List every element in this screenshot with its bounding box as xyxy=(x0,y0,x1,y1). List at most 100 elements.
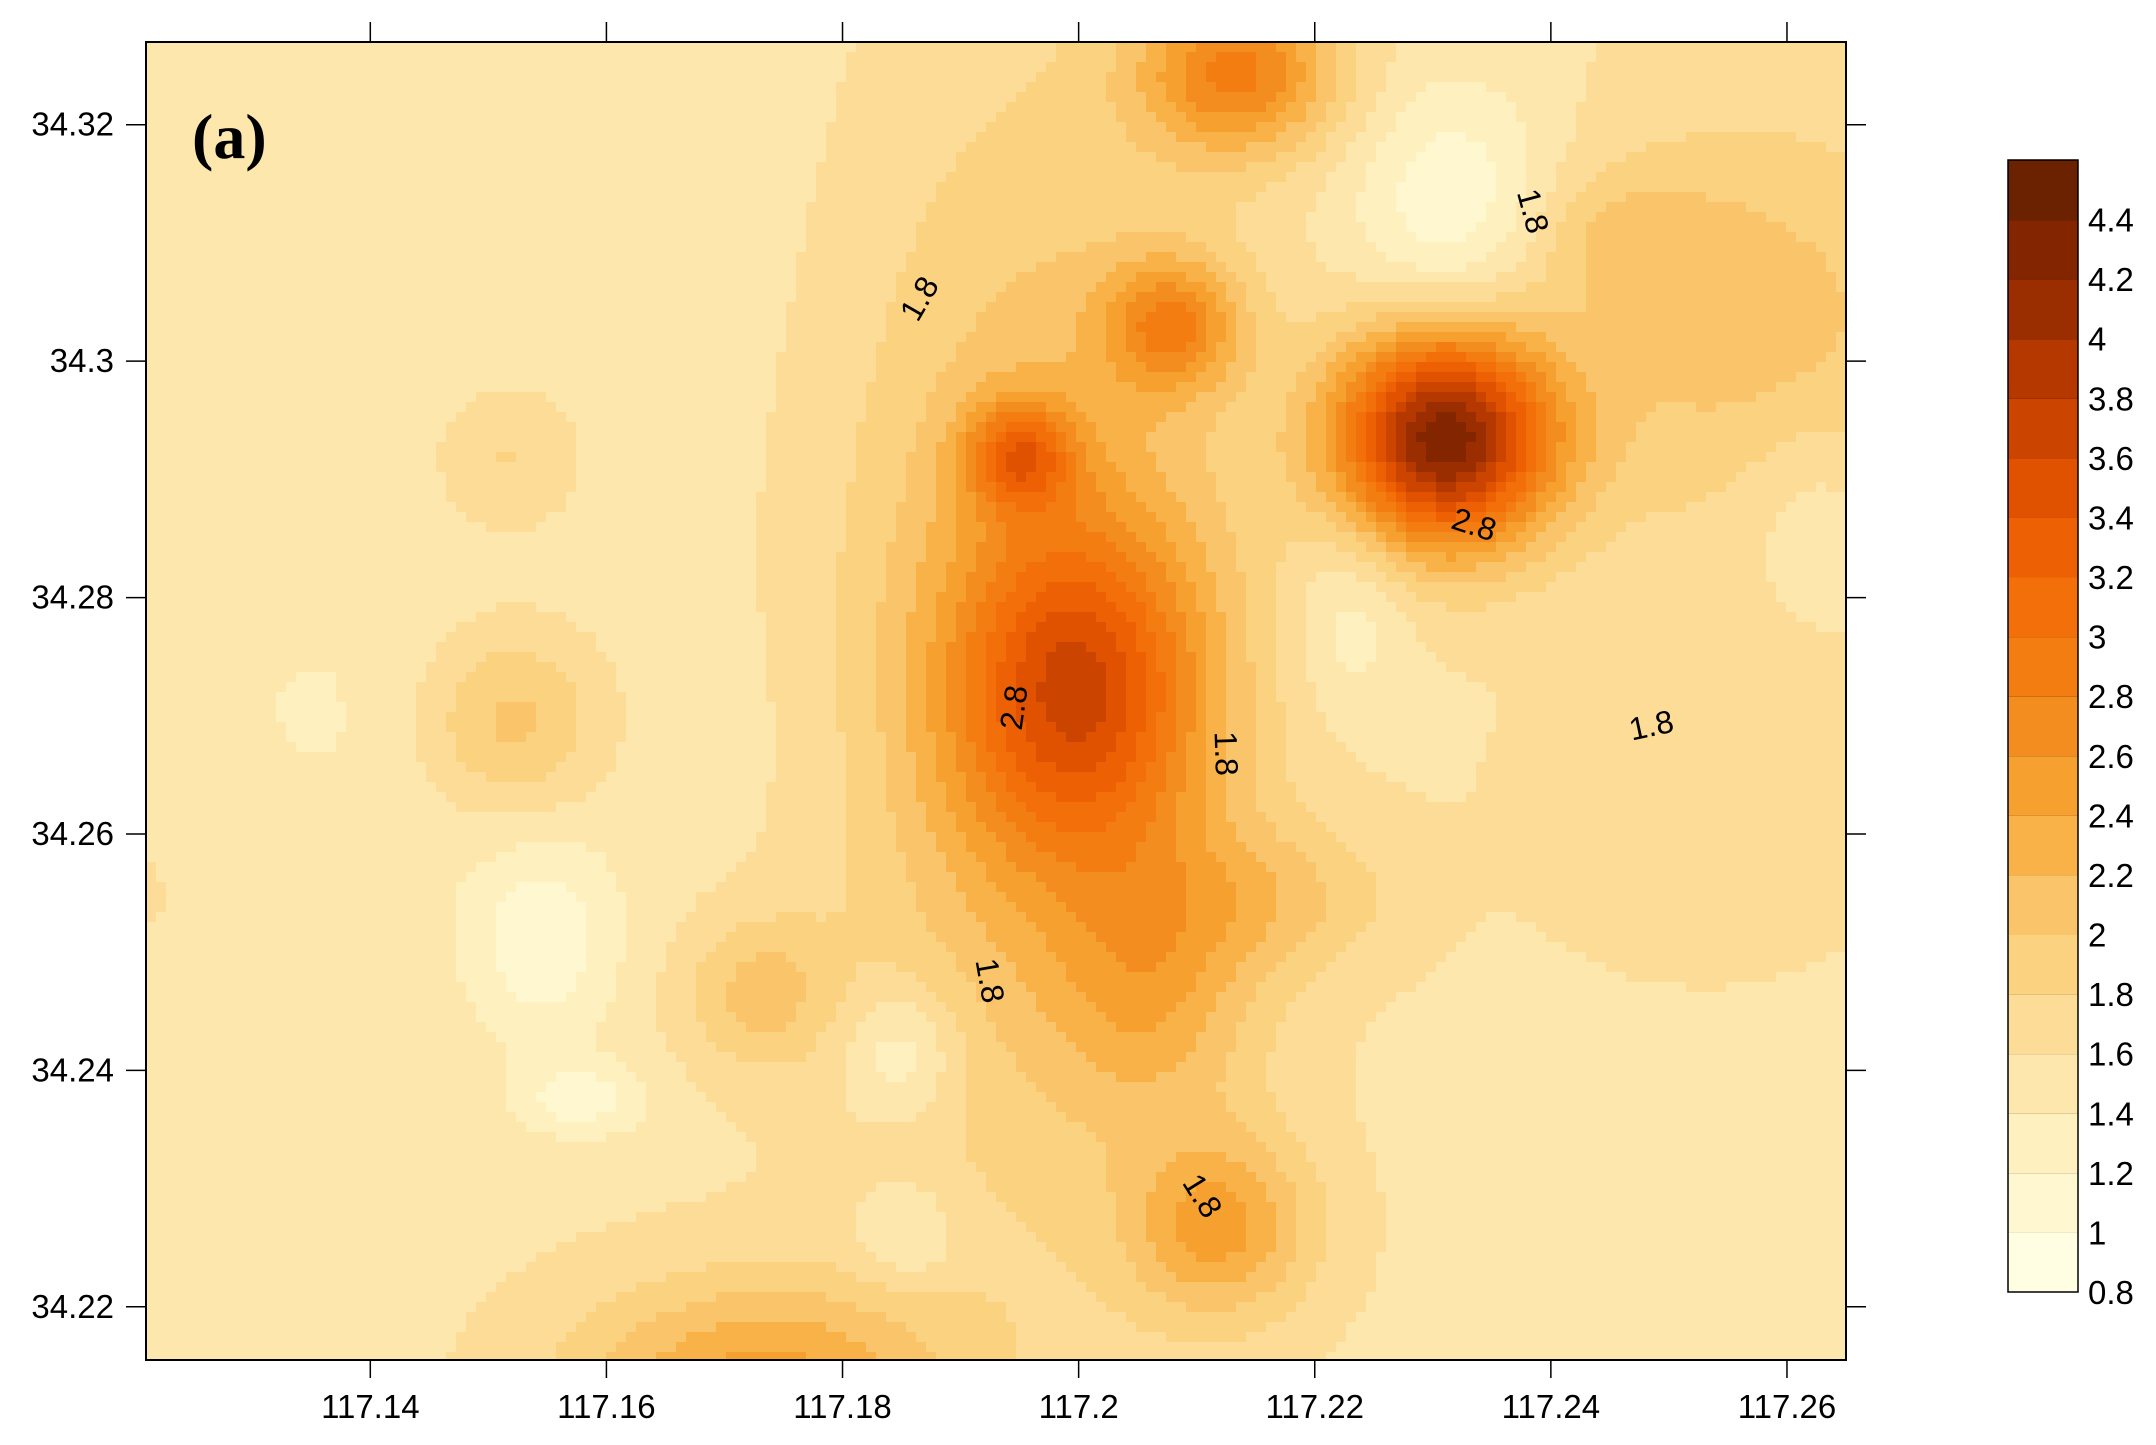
contour-cell xyxy=(1526,152,1567,163)
contour-cell xyxy=(1316,872,1377,883)
contour-cell xyxy=(1826,482,1846,493)
contour-cell xyxy=(986,862,1017,873)
contour-cell xyxy=(1176,1232,1247,1243)
contour-cell xyxy=(896,292,997,303)
contour-cell xyxy=(146,1022,487,1033)
contour-cell xyxy=(926,412,957,423)
contour-cell xyxy=(1366,1022,1846,1033)
contour-cell xyxy=(776,382,867,393)
contour-cell xyxy=(966,582,987,593)
contour-cell xyxy=(1526,342,1557,353)
contour-cell xyxy=(146,932,457,943)
contour-cell xyxy=(1436,512,1457,523)
contour-cell xyxy=(1016,712,1047,723)
contour-cell xyxy=(1156,732,1177,743)
contour-cell xyxy=(1386,452,1397,463)
contour-cell xyxy=(146,522,487,533)
contour-cell xyxy=(646,1082,697,1093)
contour-cell xyxy=(1376,1282,1846,1293)
contour-cell xyxy=(1226,752,1257,763)
contour-cell xyxy=(1346,102,1377,113)
contour-cell xyxy=(876,342,957,353)
contour-cell xyxy=(1026,982,1077,993)
contour-cell xyxy=(1326,172,1367,183)
colorbar-swatch xyxy=(2008,696,2078,757)
contour-cell xyxy=(1366,1132,1846,1143)
contour-cell xyxy=(956,542,977,553)
contour-cell xyxy=(146,1332,457,1343)
contour-cell xyxy=(616,882,717,893)
contour-cell xyxy=(1496,722,1846,733)
contour-cell xyxy=(1196,982,1227,993)
contour-cell xyxy=(616,742,777,753)
contour-cell xyxy=(1276,962,1327,973)
contour-cell xyxy=(1476,922,1537,933)
contour-cell xyxy=(1226,632,1247,643)
contour-cell xyxy=(576,742,617,753)
contour-cell xyxy=(1046,552,1087,563)
contour-cell xyxy=(1266,922,1317,933)
contour-cell xyxy=(906,712,927,723)
contour-cell xyxy=(936,502,957,513)
contour-cell xyxy=(1206,762,1227,773)
contour-cell xyxy=(1406,222,1477,233)
contour-cell xyxy=(936,602,957,613)
contour-cell xyxy=(1256,1132,1297,1143)
contour-cell xyxy=(926,392,967,403)
contour-cell xyxy=(886,572,917,583)
contour-cell xyxy=(1316,1172,1377,1183)
contour-cell xyxy=(1436,492,1467,503)
contour-cell xyxy=(1266,1322,1347,1333)
contour-cell xyxy=(1186,772,1207,783)
contour-cell xyxy=(966,432,987,443)
contour-cell xyxy=(476,612,567,623)
contour-cell xyxy=(1596,432,1637,443)
contour-cell xyxy=(1366,452,1377,463)
contour-cell xyxy=(1206,562,1237,573)
contour-cell xyxy=(846,1052,877,1063)
contour-cell xyxy=(536,652,607,663)
contour-cell xyxy=(956,402,977,413)
contour-cell xyxy=(1136,292,1197,303)
contour-cell xyxy=(786,312,887,323)
contour-cell xyxy=(946,1242,1047,1253)
contour-cell xyxy=(1446,552,1457,563)
contour-cell xyxy=(1556,362,1577,373)
contour-cell xyxy=(776,742,847,753)
contour-cell xyxy=(766,662,837,673)
contour-cell xyxy=(1526,452,1537,463)
contour-cell xyxy=(716,1322,827,1333)
contour-cell xyxy=(1436,962,1607,973)
contour-cell xyxy=(846,832,897,843)
contour-cell xyxy=(596,1072,637,1083)
contour-cell xyxy=(946,1232,1037,1243)
contour-cell xyxy=(606,1012,657,1023)
contour-cell xyxy=(766,612,837,623)
contour-cell xyxy=(866,1012,927,1023)
contour-cell xyxy=(846,1042,877,1053)
contour-cell xyxy=(926,1102,967,1113)
contour-cell xyxy=(466,762,557,773)
contour-cell xyxy=(1376,392,1387,403)
contour-cell xyxy=(1476,462,1487,473)
contour-cell xyxy=(1376,342,1397,353)
contour-cell xyxy=(1306,62,1317,73)
contour-cell xyxy=(1606,962,1807,973)
contour-cell xyxy=(696,962,737,973)
contour-cell xyxy=(1376,442,1387,453)
contour-cell xyxy=(1376,1172,1846,1183)
contour-cell xyxy=(146,102,837,113)
contour-cell xyxy=(1386,382,1397,393)
contour-cell xyxy=(146,892,167,903)
contour-cell xyxy=(676,922,737,933)
contour-cell xyxy=(1476,782,1846,793)
contour-cell xyxy=(1226,512,1327,523)
contour-cell xyxy=(1226,282,1247,293)
contour-cell xyxy=(1776,972,1846,983)
contour-cell xyxy=(766,782,847,793)
contour-cell xyxy=(1596,42,1846,53)
contour-cell xyxy=(1556,222,1587,233)
contour-cell xyxy=(916,432,947,443)
contour-cell xyxy=(916,442,937,453)
contour-cell xyxy=(1216,492,1297,503)
